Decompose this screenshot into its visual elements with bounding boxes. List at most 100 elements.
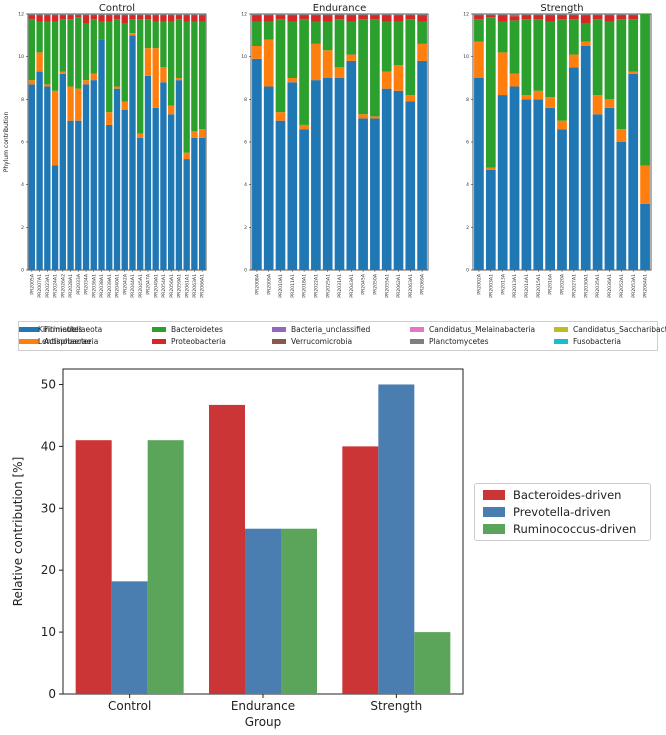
bar-actinobacteria bbox=[322, 50, 333, 78]
bar-planctomycetes bbox=[198, 14, 206, 16]
sample-label: PR2009A bbox=[266, 273, 272, 295]
legend-item: Proteobacteria bbox=[152, 337, 226, 346]
sample-label: PR2053A1 bbox=[631, 274, 637, 298]
bar-planctomycetes bbox=[545, 14, 555, 16]
y-tick-label: 2 bbox=[21, 225, 24, 231]
bar-bacteroidetes bbox=[474, 19, 484, 42]
bar-firmicutes bbox=[144, 75, 152, 270]
sample-label: PR2020A bbox=[560, 273, 566, 295]
bar-proteobacteria bbox=[509, 16, 520, 21]
bar-firmicutes bbox=[393, 90, 404, 270]
bar-planctomycetes bbox=[144, 14, 152, 16]
bar-bacteroidetes bbox=[36, 21, 43, 53]
bar-bacteroidetes bbox=[580, 23, 591, 42]
bar-firmicutes bbox=[82, 84, 90, 271]
bar-planctomycetes bbox=[370, 14, 380, 16]
sample-label: PR2061A1 bbox=[184, 274, 190, 298]
bar-bacteroidetes bbox=[346, 21, 357, 55]
bar-actinobacteria bbox=[183, 152, 190, 160]
legend-swatch bbox=[554, 327, 568, 332]
bar-planctomycetes bbox=[287, 14, 298, 16]
bar-proteobacteria bbox=[113, 15, 121, 20]
bar-planctomycetes bbox=[474, 14, 484, 16]
bar-bacteroidetes bbox=[75, 17, 82, 89]
bar-planctomycetes bbox=[405, 14, 416, 16]
legend-label: Firmicutes bbox=[44, 325, 83, 334]
bar-firmicutes bbox=[417, 60, 427, 270]
bar-proteobacteria bbox=[59, 15, 66, 20]
bar-planctomycetes bbox=[90, 14, 97, 16]
bar-planctomycetes bbox=[346, 14, 357, 16]
bar-firmicutes bbox=[533, 99, 544, 270]
panel-title: Endurance bbox=[313, 3, 367, 14]
bar-firmicutes bbox=[334, 78, 345, 270]
bar-actinobacteria bbox=[51, 90, 59, 166]
bar-bacteroidetes bbox=[405, 19, 416, 96]
bar-firmicutes bbox=[252, 58, 262, 270]
sample-label: PR2025A1 bbox=[325, 274, 331, 298]
bar-bacteroidetes bbox=[183, 21, 190, 153]
bar-firmicutes bbox=[183, 159, 190, 270]
bar-bacteroidetes bbox=[533, 19, 544, 91]
bar-bacteroidetes bbox=[616, 19, 627, 130]
bar-actinobacteria bbox=[287, 78, 298, 83]
bar-actinobacteria bbox=[113, 86, 121, 89]
bar-firmicutes bbox=[640, 203, 650, 270]
bar-firmicutes bbox=[191, 137, 198, 270]
bar-proteobacteria bbox=[299, 15, 309, 20]
bar-firmicutes bbox=[75, 120, 82, 271]
bar-proteobacteria bbox=[604, 15, 615, 22]
bar-planctomycetes bbox=[183, 14, 190, 16]
bar-planctomycetes bbox=[557, 14, 567, 16]
bar-firmicutes bbox=[198, 137, 206, 270]
sample-label: PR2014A1 bbox=[524, 274, 530, 298]
legend-swatch bbox=[410, 327, 424, 332]
bar-proteobacteria bbox=[90, 15, 97, 20]
sample-label: PR2011A1 bbox=[290, 274, 296, 298]
y-axis-label: Relative contribution [%] bbox=[11, 457, 25, 607]
bar-bacteroidetes bbox=[44, 21, 51, 85]
bar-bacteroides-driven bbox=[75, 440, 112, 694]
sample-label: PR2043A1 bbox=[349, 274, 355, 298]
y-tick-label: 12 bbox=[463, 12, 469, 18]
bar-actinobacteria bbox=[106, 112, 113, 125]
bar-actinobacteria bbox=[640, 165, 650, 204]
bar-bacteroidetes bbox=[497, 21, 508, 53]
bar-proteobacteria bbox=[616, 15, 627, 20]
bar-planctomycetes bbox=[358, 14, 368, 16]
bar-actinobacteria bbox=[129, 33, 136, 36]
bar-bacteroidetes bbox=[370, 19, 380, 117]
bar-firmicutes bbox=[580, 46, 591, 270]
bar-bacteroidetes bbox=[557, 19, 567, 121]
bar-firmicutes bbox=[381, 88, 392, 271]
sample-label: PR2063A1 bbox=[192, 274, 198, 298]
legend-swatch bbox=[19, 327, 33, 332]
category-label: Control bbox=[108, 699, 151, 713]
legend-label: Proteobacteria bbox=[171, 337, 226, 346]
bar-bacteroidetes bbox=[137, 19, 144, 134]
bar-firmicutes bbox=[604, 107, 615, 270]
bar-planctomycetes bbox=[628, 14, 639, 16]
bar-proteobacteria bbox=[474, 15, 484, 20]
legend-item: Candidatus_Melainabacteria bbox=[410, 325, 535, 334]
panel-title: Strength bbox=[540, 3, 583, 14]
bar-planctomycetes bbox=[67, 14, 74, 16]
bar-bacteroidetes bbox=[121, 23, 128, 102]
bar-proteobacteria bbox=[106, 15, 113, 22]
sample-label: PR2066A1 bbox=[200, 274, 206, 298]
legend-label: Verrucomicrobia bbox=[291, 337, 353, 346]
bar-bacteroidetes bbox=[160, 21, 167, 68]
bar-firmicutes bbox=[557, 129, 567, 270]
bar-proteobacteria bbox=[592, 15, 603, 20]
bar-actinobacteria bbox=[160, 67, 167, 83]
bar-actinobacteria bbox=[381, 71, 392, 89]
sample-label: PR2059A1 bbox=[177, 274, 183, 298]
bar-bacteroidetes bbox=[28, 19, 36, 81]
legend-swatch bbox=[272, 327, 286, 332]
bar-firmicutes bbox=[592, 114, 603, 271]
bar-firmicutes bbox=[521, 99, 532, 270]
sample-label: PR2022A1 bbox=[314, 274, 320, 298]
bar-bacteroidetes bbox=[129, 19, 136, 34]
legend-label: Fusobacteria bbox=[573, 337, 621, 346]
